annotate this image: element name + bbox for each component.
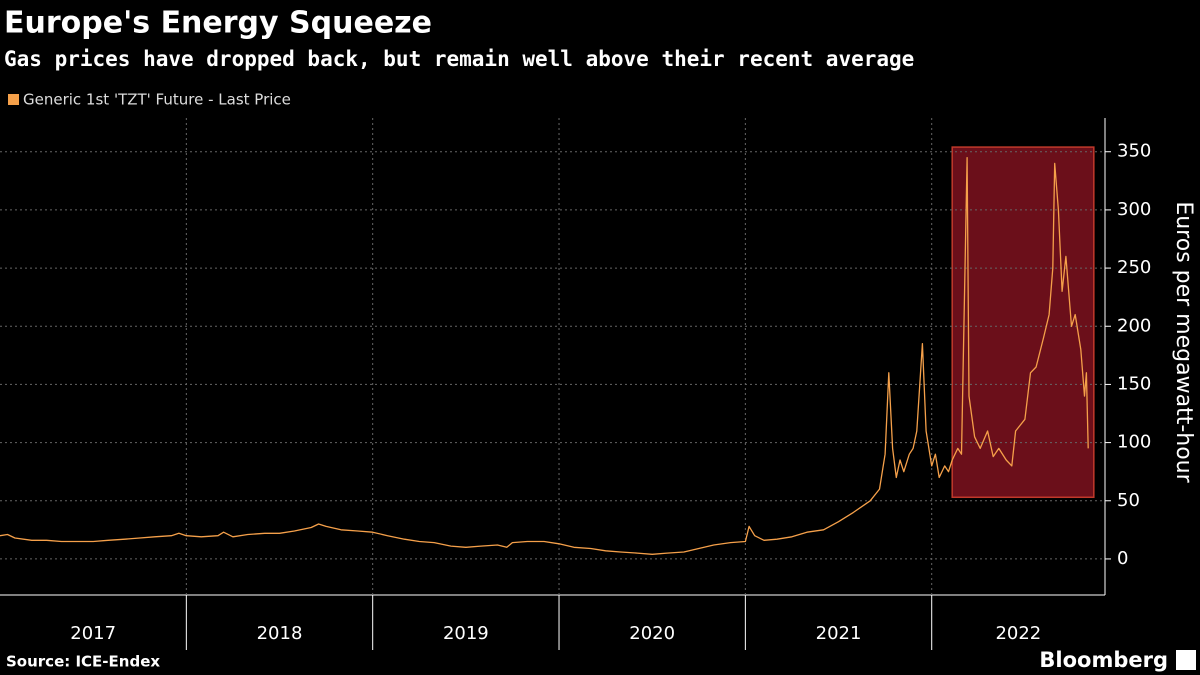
line	[0, 156, 1089, 555]
y-tick-label: 300	[1117, 199, 1151, 220]
x-tick-label: 2018	[257, 623, 303, 644]
y-tick-label: 50	[1117, 490, 1140, 511]
x-tick-label: 2020	[629, 623, 675, 644]
logo-icon	[1176, 650, 1196, 670]
legend-swatch	[8, 94, 19, 105]
x-tick-label: 2017	[70, 623, 116, 644]
chart-subtitle: Gas prices have dropped back, but remain…	[4, 47, 914, 71]
y-tick-label: 150	[1117, 373, 1151, 394]
y-axis-label: Euros per megawatt-hour	[1171, 201, 1196, 483]
source: Source: ICE-Endex	[6, 653, 160, 671]
x-tick-label: 2019	[443, 623, 489, 644]
y-tick-label: 250	[1117, 257, 1151, 278]
legend-label: Generic 1st 'TZT' Future - Last Price	[23, 91, 291, 109]
x-tick-label: 2021	[816, 623, 862, 644]
y-tick-label: 350	[1117, 141, 1151, 162]
y-tick-label: 0	[1117, 548, 1128, 569]
chart-title: Europe's Energy Squeeze	[4, 6, 432, 41]
logo: Bloomberg	[1039, 648, 1168, 672]
x-tick-label: 2022	[995, 623, 1041, 644]
y-tick-label: 200	[1117, 315, 1151, 336]
y-tick-label: 100	[1117, 432, 1151, 453]
